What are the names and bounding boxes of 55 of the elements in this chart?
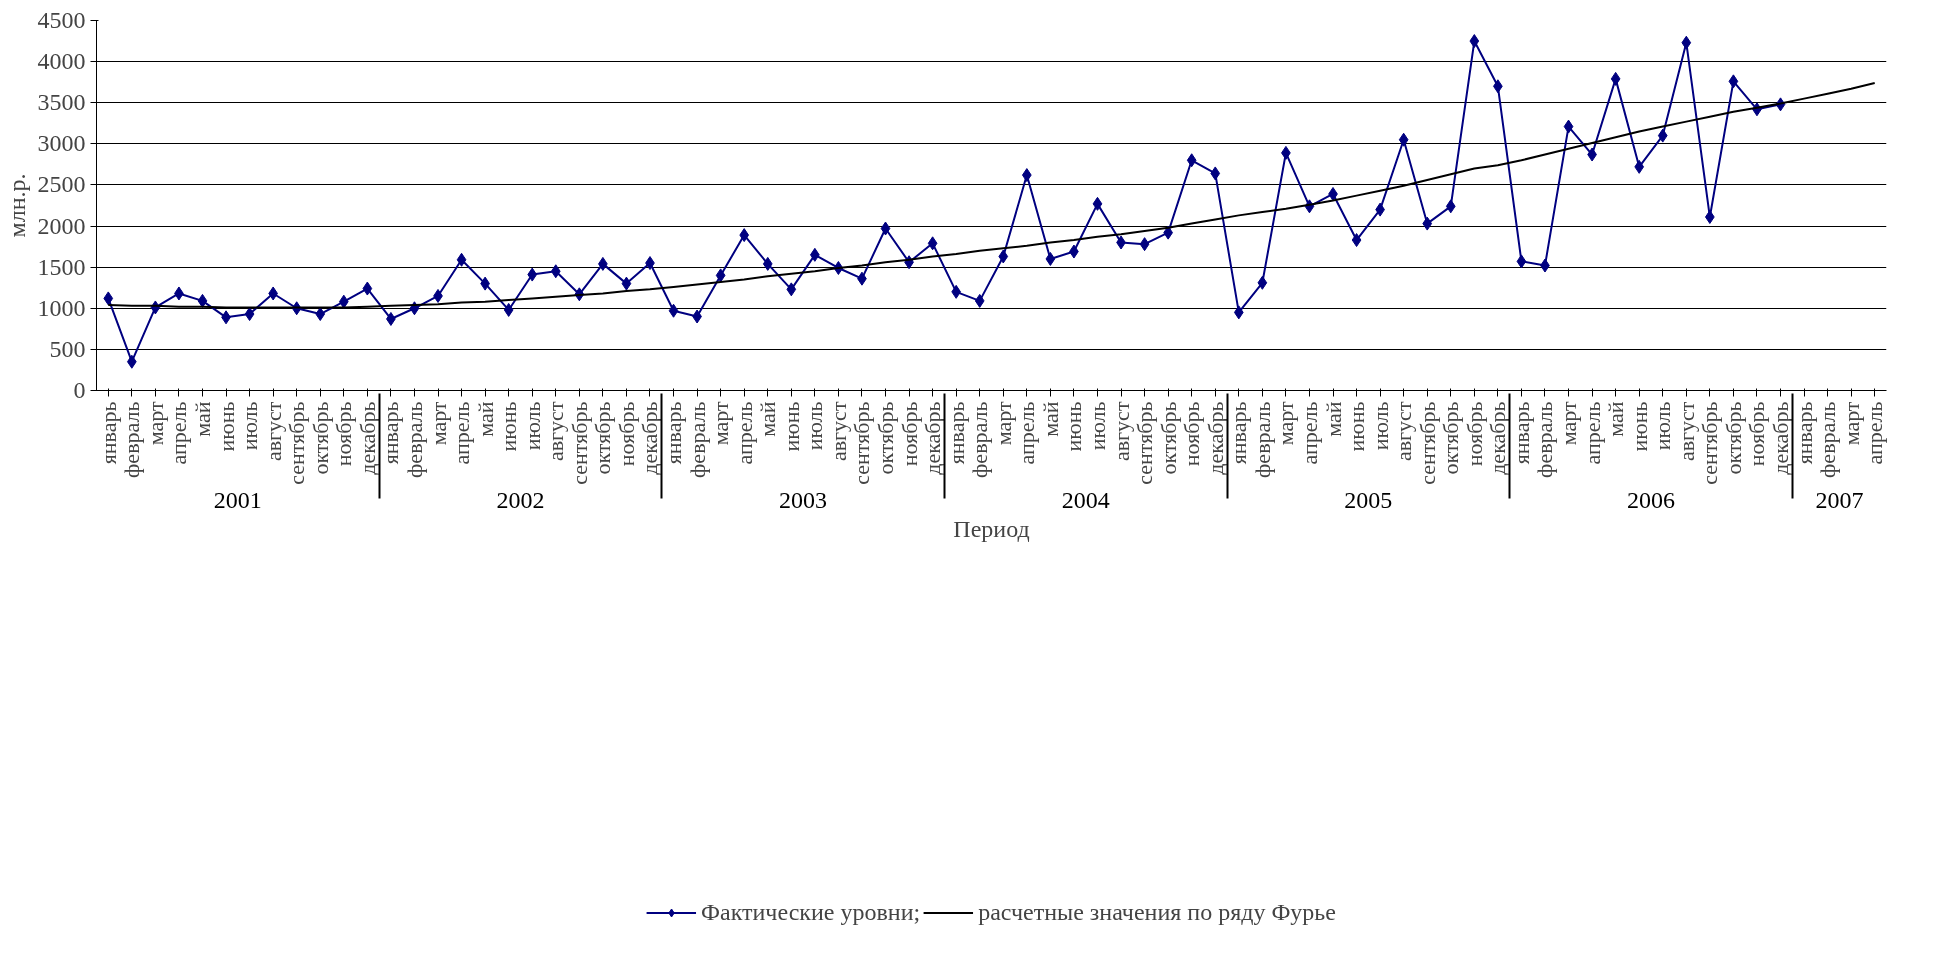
text: 2004 [1061, 486, 1110, 513]
x-tick-label: август [825, 401, 851, 462]
x-tick-label: июнь [778, 401, 804, 452]
x-tick-label: август [1391, 401, 1417, 462]
x-tick-label: август [543, 401, 569, 462]
x-tick-label: май [755, 401, 781, 437]
y-tick-label: 4000 [37, 48, 86, 75]
x-tick-label: июнь [496, 401, 522, 452]
x-tick-label: июнь [213, 401, 239, 452]
x-tick-label: август [1673, 401, 1699, 462]
x-tick-label: июль [1084, 401, 1110, 451]
x-tick-label: январь [943, 401, 969, 465]
x-tick-label: январь [661, 401, 687, 465]
y-tick-label: 0 [73, 377, 86, 403]
text: 2003 [779, 486, 828, 513]
x-tick-label: май [1037, 401, 1063, 437]
x-tick-label: январь [95, 401, 121, 465]
x-tick-label: октябрь [873, 401, 899, 475]
x-tick-label: май [1320, 401, 1346, 437]
x-tick-label: июнь [1626, 401, 1652, 452]
y-tick-label: 2000 [37, 212, 86, 239]
y-tick-label: 3000 [37, 130, 86, 157]
y-tick-label: 2500 [37, 171, 86, 198]
legend-label: Фактические уровни; [701, 898, 921, 926]
x-tick-label: декабрь [1768, 401, 1794, 475]
y-axis-title: млн.р. [3, 173, 30, 238]
x-tick-label: июль [1367, 401, 1393, 451]
y-tick-label: 3500 [37, 89, 86, 116]
x-tick-label: июнь [1344, 401, 1370, 452]
x-tick-label: май [472, 401, 498, 437]
y-tick-label: 4500 [37, 7, 86, 33]
x-tick-label: май [1603, 401, 1629, 437]
x-tick-label: январь [1226, 401, 1252, 465]
x-tick-label: июль [237, 401, 263, 451]
legend-label: расчетные значения по ряду Фурье [978, 898, 1336, 926]
y-tick-label: 1000 [37, 294, 86, 321]
x-tick-label: август [260, 401, 286, 462]
x-tick-label: июль [802, 401, 828, 451]
x-tick-label: август [1108, 401, 1134, 462]
y-tick-label: 1500 [37, 253, 86, 280]
text: 2006 [1626, 486, 1675, 513]
y-tick-label: 500 [49, 335, 86, 362]
x-tick-label: январь [1508, 401, 1534, 465]
x-tick-label: январь [378, 401, 404, 465]
x-tick-label: июль [1650, 401, 1676, 451]
x-tick-label: май [189, 401, 215, 437]
text: 2002 [496, 486, 545, 513]
x-tick-label: июнь [1061, 401, 1087, 452]
x-tick-label: март [1556, 401, 1582, 446]
text: 2001 [213, 486, 262, 513]
x-tick-label: январь [1791, 401, 1817, 465]
x-tick-label: июль [519, 401, 545, 451]
text: 2005 [1344, 486, 1393, 513]
x-axis-title: Период [953, 515, 1030, 542]
text: 2007 [1815, 486, 1864, 513]
